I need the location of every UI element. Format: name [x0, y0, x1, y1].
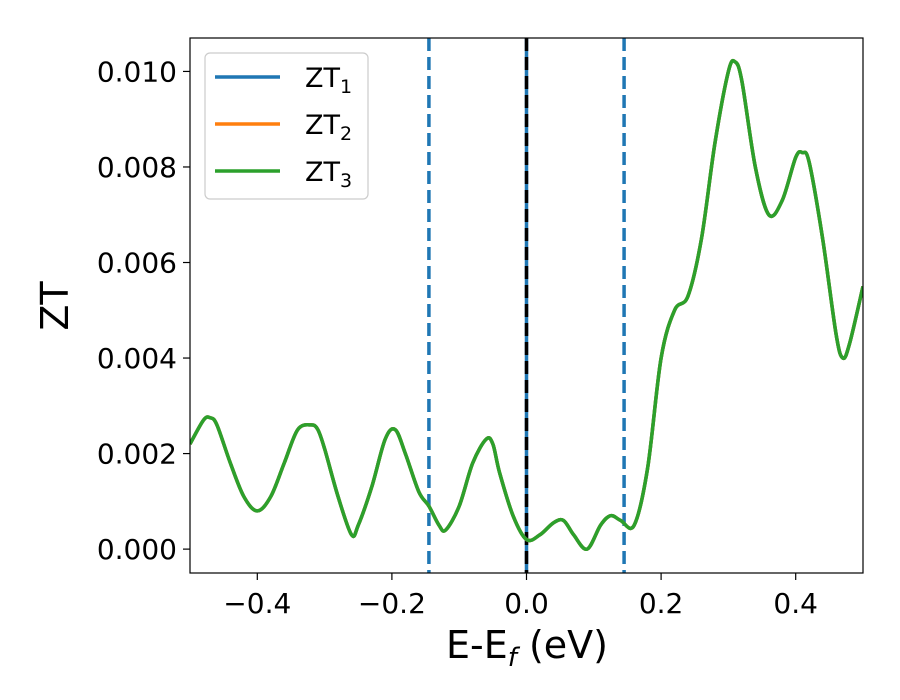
y-tick-label: 0.002: [97, 438, 177, 471]
y-tick-label: 0.000: [97, 533, 177, 566]
legend-label-1: ZT1: [305, 63, 352, 98]
series-line-3: [190, 58, 863, 551]
legend-frame: [204, 52, 369, 200]
x-axis-label: E-Ef (eV): [446, 623, 608, 673]
reference-lines: [427, 38, 626, 573]
legend: ZT1 ZT2 ZT3: [204, 52, 369, 200]
x-tick-label: −0.4: [223, 587, 291, 620]
x-axis-label-unit: (eV): [517, 623, 608, 667]
y-axis-label: ZT: [33, 281, 77, 331]
series-lines: [190, 58, 863, 551]
x-axis-ticks: −0.4 −0.2 0.0 0.2 0.4: [223, 573, 818, 620]
x-tick-label: 0.0: [504, 587, 549, 620]
y-tick-label: 0.004: [97, 342, 177, 375]
y-tick-label: 0.010: [97, 55, 177, 88]
legend-label-3: ZT3: [305, 157, 352, 192]
legend-label-2: ZT2: [305, 110, 352, 145]
x-tick-label: 0.2: [639, 587, 684, 620]
x-tick-label: 0.4: [773, 587, 818, 620]
y-axis-ticks: 0.000 0.002 0.004 0.006 0.008 0.010: [97, 55, 190, 566]
y-tick-label: 0.006: [97, 247, 177, 280]
y-tick-label: 0.008: [97, 151, 177, 184]
x-tick-label: −0.2: [358, 587, 426, 620]
